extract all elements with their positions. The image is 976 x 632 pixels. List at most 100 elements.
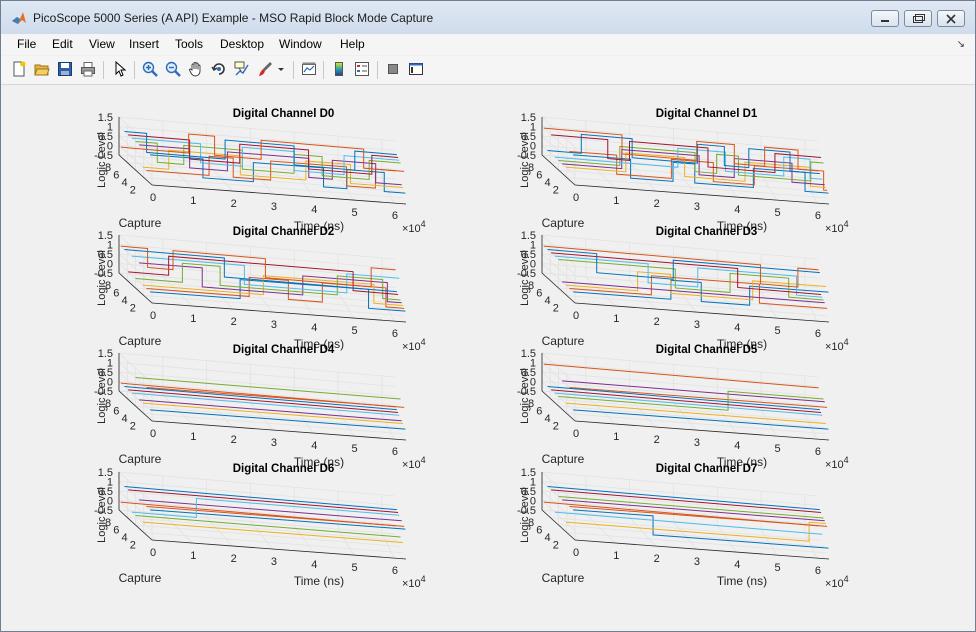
dock-arrow-icon[interactable]: ↘ [956, 39, 965, 50]
open-icon [34, 64, 50, 76]
ylabel: Logic Level [96, 132, 108, 188]
gridline [117, 234, 396, 266]
z-tick-label: 0.5 [521, 249, 536, 261]
axes-title: Digital Channel D4 [233, 344, 335, 356]
capture-tick-label: 4 [122, 295, 128, 307]
new-figure-icon [13, 61, 26, 77]
capture-label: Capture [542, 571, 585, 585]
axis-lines [118, 235, 407, 323]
waveform-line [120, 382, 396, 408]
menu-file[interactable]: File [17, 37, 37, 51]
time-tick-label: 6 [815, 328, 821, 340]
print-button[interactable] [78, 59, 98, 79]
waveform-line [551, 252, 822, 295]
axes-title: Digital Channel D3 [656, 226, 758, 238]
data-cursor-button[interactable] [232, 59, 252, 79]
insert-colorbar-button[interactable] [329, 59, 349, 79]
time-tick-label: 6 [392, 328, 398, 340]
capture-tick-label: 2 [130, 184, 136, 196]
time-tick-label: 5 [352, 207, 358, 219]
time-axis-line [574, 302, 830, 323]
link-plot-button[interactable] [299, 59, 319, 79]
zoom-out-button[interactable] [163, 59, 183, 79]
time-tick-label: 0 [150, 310, 156, 322]
menu-view[interactable]: View [89, 37, 115, 51]
waveform-line [142, 521, 403, 544]
time-tick-label: 2 [654, 434, 660, 446]
hide-plot-tools-button[interactable] [383, 59, 403, 79]
exponent-label: ×104 [825, 574, 849, 590]
save-button[interactable] [55, 59, 75, 79]
brush-button[interactable] [255, 59, 275, 79]
brush-dropdown-button[interactable] [276, 59, 286, 79]
waveform-line [128, 489, 399, 513]
capture-tick-label: 8 [105, 517, 111, 529]
rotate-3d-button[interactable] [209, 59, 229, 79]
toolbar-separator [377, 61, 378, 79]
z-tick-label: -0.5 [517, 505, 536, 517]
xlabel: Time (ns) [294, 219, 344, 233]
close-icon [946, 14, 956, 24]
exponent-label: ×104 [402, 219, 426, 235]
z-tick-label: 1.5 [521, 112, 536, 124]
time-tick-label: 6 [815, 446, 821, 458]
menu-edit[interactable]: Edit [52, 37, 73, 51]
exponent-label: ×104 [825, 337, 849, 353]
edit-plot-button[interactable] [110, 59, 130, 79]
maximize-button[interactable] [904, 10, 932, 27]
time-tick-label: 4 [311, 322, 317, 334]
capture-axis-line [541, 390, 576, 422]
pan-button[interactable] [186, 59, 206, 79]
waveform-line [562, 281, 825, 304]
waveform-line [551, 389, 822, 413]
z-tick-label: 1 [530, 240, 536, 252]
waveform-line [128, 134, 399, 175]
title-bar[interactable]: PicoScope 5000 Series (A API) Example - … [1, 1, 975, 34]
toolbar-separator [103, 61, 104, 79]
z-tick-label: 0.5 [98, 367, 113, 379]
capture-tick-label: 8 [528, 517, 534, 529]
time-tick-label: 4 [734, 440, 740, 452]
menu-insert[interactable]: Insert [129, 37, 160, 51]
open-button[interactable] [32, 59, 52, 79]
menu-desktop[interactable]: Desktop [220, 37, 265, 51]
z-tick-label: 0 [530, 141, 536, 153]
capture-tick-label: 6 [536, 524, 542, 536]
menu-help[interactable]: Help [340, 37, 365, 51]
z-tick-label: -0.5 [94, 386, 113, 398]
gridline [540, 243, 819, 275]
gridline [117, 243, 396, 275]
capture-tick-label: 6 [536, 169, 542, 181]
axis-lines [541, 235, 830, 323]
exponent-label: ×104 [825, 455, 849, 471]
z-tick-label: -0.5 [517, 386, 536, 398]
waveform-line [131, 255, 400, 294]
time-tick-label: 4 [311, 204, 317, 216]
z-tick-label: 0.5 [98, 131, 113, 143]
capture-tick-label: 2 [130, 539, 136, 551]
close-button[interactable] [937, 10, 965, 27]
time-tick-label: 5 [775, 325, 781, 337]
capture-tick-label: 6 [113, 287, 119, 299]
axes-title: Digital Channel D2 [233, 226, 335, 238]
menu-window[interactable]: Window [279, 37, 322, 51]
show-plot-tools-button[interactable] [406, 59, 426, 79]
waveform-line [120, 501, 396, 527]
axis-lines [541, 472, 830, 560]
time-axis-line [574, 539, 830, 560]
capture-tick-label: 2 [553, 420, 559, 432]
capture-tick-label: 8 [105, 398, 111, 410]
new-figure-button[interactable] [9, 59, 29, 79]
brush-icon [259, 62, 272, 76]
menu-tools[interactable]: Tools [175, 37, 204, 51]
waveform-line [142, 149, 403, 189]
waveform-line [543, 127, 819, 172]
waveform-line [547, 486, 820, 511]
zoom-in-button[interactable] [140, 59, 160, 79]
time-tick-label: 2 [654, 198, 660, 210]
xlabel: Time (ns) [294, 574, 344, 588]
minimize-button[interactable] [871, 10, 899, 27]
insert-legend-button[interactable] [352, 59, 372, 79]
